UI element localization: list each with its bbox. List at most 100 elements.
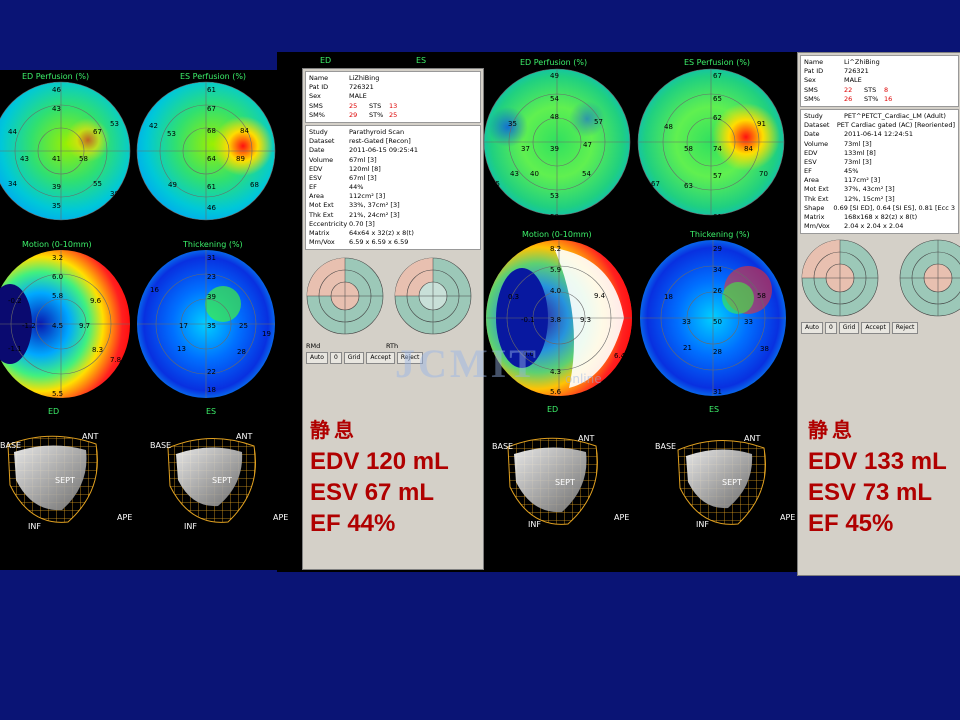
right-ed_perf-value: 54	[550, 95, 559, 103]
right-sms-value: 22	[844, 85, 853, 94]
right-motion-title: Motion (0-10mm)	[522, 230, 592, 239]
right-study-row: EF 45%	[804, 167, 955, 176]
right-ed_perf-value: 39	[550, 145, 559, 153]
right-study-row: Area 117cm² [3]	[804, 176, 955, 185]
left-patient-section: Name LiZhiBing Pat ID 726321 Sex MALE SMS 25 ST…	[305, 71, 481, 123]
left-heart2-inf-label: INF	[184, 522, 197, 531]
left-button-bar: Auto 0 Grid Accept Reject	[306, 351, 480, 364]
left-motion-value: 9.6	[90, 297, 102, 305]
left-study-row: Mot Ext 33%, 37cm² [3]	[309, 201, 477, 210]
right-bottom-ed: ED	[547, 405, 559, 414]
left-0-button[interactable]: 0	[329, 351, 342, 364]
right-study-key: EDV	[804, 148, 818, 157]
right-patient-section: Name Li^ZhiBing Pat ID 726321 Sex MALE SMS 22 S…	[800, 55, 959, 107]
left-motion-value: -1.2	[22, 322, 36, 330]
right-es-perfusion-map	[637, 68, 785, 216]
right-reject-button[interactable]: Reject	[891, 322, 919, 335]
left-thick-value: 35	[207, 322, 216, 330]
right-stp-label: ST%	[864, 94, 879, 103]
right-info-panel: Name Li^ZhiBing Pat ID 726321 Sex MALE SMS 22 S…	[797, 52, 960, 576]
right-heart-ant-label: ANT	[578, 434, 595, 443]
left-ed_perf-value: 46	[52, 86, 61, 94]
left-study-key: Volume	[309, 155, 334, 164]
left-thick-value: 22	[207, 368, 216, 376]
left-study-value: 44%	[349, 183, 364, 192]
right-patient-value: Li^ZhiBing	[844, 58, 880, 66]
left-summary-edv: EDV 120 mL	[310, 448, 449, 475]
left-motion-value: -0.2	[8, 297, 22, 305]
left-accept-button[interactable]: Accept	[366, 351, 395, 364]
left-sts-label: STS	[369, 101, 382, 110]
right-study-key: Matrix	[804, 213, 825, 221]
left-study-value: 67ml [3]	[349, 155, 377, 164]
right-es_perf-value: 57	[713, 172, 722, 180]
left-es_perf-value: 64	[207, 155, 216, 163]
watermark-small: online	[565, 372, 602, 386]
left-ed_perf-value: 34	[8, 180, 17, 188]
right-ed_perf-value: 57	[594, 118, 603, 126]
left-ed_perf-value: 35	[52, 202, 61, 210]
left-es_perf-value: 84	[240, 127, 249, 135]
left-ed_perf-value: 55	[93, 180, 102, 188]
right-accept-button[interactable]: Accept	[861, 322, 890, 335]
left-ed_perf-value: 41	[52, 155, 61, 163]
right-sts-label: STS	[864, 85, 877, 94]
right-0-button[interactable]: 0	[824, 322, 837, 335]
right-study-value: 2011-06-14 12:24:51	[844, 130, 914, 139]
left-es_perf-value: 67	[207, 105, 216, 113]
left-study-row: Matrix 64x64 x 32(z) x 8(t)	[309, 229, 477, 238]
left-bottom-ed: ED	[48, 407, 60, 416]
right-study-row: Study PET^PETCT_Cardiac_LM (Adult)	[804, 112, 955, 121]
right-smp-value: 26	[844, 94, 853, 103]
left-smp-value: 29	[349, 110, 358, 119]
left-thick-value: 18	[207, 386, 216, 394]
left-sms-value: 25	[349, 101, 358, 110]
left-corner-label: RMd	[306, 342, 321, 351]
right-motion-value: 4.0	[550, 287, 562, 295]
left-es_perf-value: 49	[168, 181, 177, 189]
right-heart2-apex-label: APE	[780, 513, 796, 522]
right-study-value: 117cm² [3]	[844, 176, 881, 185]
right-grid-button[interactable]: Grid	[838, 322, 860, 335]
left-ed_perf-value: 39	[52, 183, 61, 191]
left-study-row: Mm/Vox 6.59 x 6.59 x 6.59	[309, 238, 477, 247]
left-study-row: Thk Ext 21%, 24cm² [3]	[309, 211, 477, 220]
left-motion-value: 3.2	[52, 254, 64, 262]
left-thick-value: 31	[207, 254, 216, 262]
right-thickening-title: Thickening (%)	[690, 230, 750, 239]
left-bullseye-plots	[306, 258, 472, 335]
right-auto-button[interactable]: Auto	[801, 322, 823, 335]
left-heart-inf-label: INF	[28, 522, 41, 531]
right-study-row: Mm/Vox 2.04 x 2.04 x 2.04	[804, 222, 955, 231]
left-heart-base-label: BASE	[0, 441, 22, 450]
left-thick-value: 23	[207, 273, 216, 281]
right-es_perf-value: 62	[713, 114, 722, 122]
left-reject-button[interactable]: Reject	[396, 351, 424, 364]
right-study-value: 168x168 x 82(z) x 8(t)	[844, 213, 918, 221]
right-heart2-ant-label: ANT	[744, 434, 761, 443]
right-thick-value: 21	[683, 344, 692, 352]
left-study-key: Study	[309, 127, 328, 136]
right-study-row: Dataset PET Cardiac gated (AC) [Reoriente…	[804, 121, 955, 130]
right-study-row: Shape 0.69 [SI ED], 0.64 [SI ES], 0.81 [E…	[804, 204, 955, 213]
right-study-value: 133ml [8]	[844, 148, 876, 157]
right-motion-value: 5.6	[550, 388, 562, 396]
right-thick-value: 26	[713, 287, 722, 295]
right-thick-value: 50	[713, 318, 722, 326]
right-study-key: Study	[804, 111, 823, 120]
right-motion-value: 8.2	[550, 245, 562, 253]
left-patient-value: MALE	[349, 92, 367, 101]
right-summary-title: 静息	[808, 418, 856, 442]
left-study-key: ESV	[309, 173, 322, 182]
right-smp-label: SM%	[804, 94, 820, 103]
left-auto-button[interactable]: Auto	[306, 351, 328, 364]
left-grid-button[interactable]: Grid	[343, 351, 365, 364]
left-smp-label: SM%	[309, 110, 325, 119]
right-summary-ef: EF 45%	[808, 510, 894, 537]
left-study-key: EDV	[309, 164, 323, 173]
left-study-value: 2011-06-15 09:25:41	[349, 146, 419, 155]
right-stp-value: 16	[884, 94, 893, 103]
right-thick-value: 58	[757, 292, 766, 300]
left-study-row: Area 112cm² [3]	[309, 192, 477, 201]
right-ed-perfusion-title: ED Perfusion (%)	[520, 58, 588, 67]
